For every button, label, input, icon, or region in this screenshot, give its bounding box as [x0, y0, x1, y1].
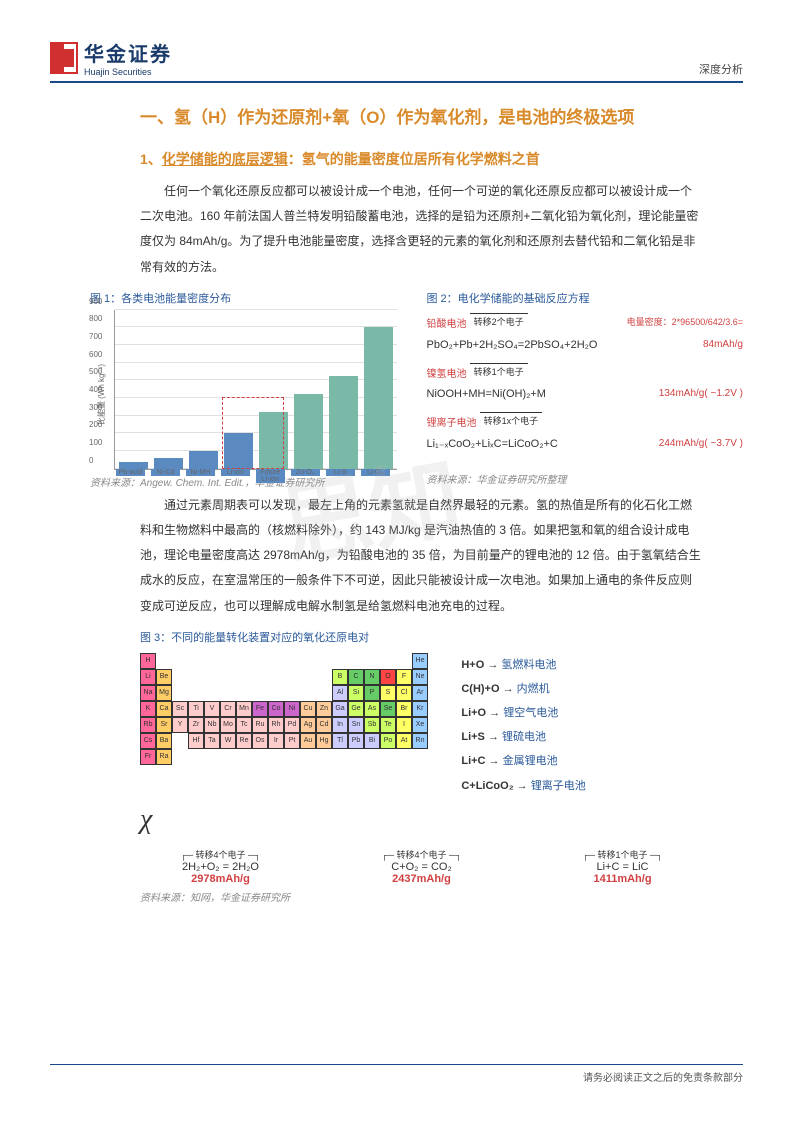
figure-row-1: 图 1：各类电池能量密度分布 比能量 (Wh kg⁻¹) 01002003004… — [90, 290, 743, 489]
page-footer: 请务必阅读正文之后的免责条款部分 — [50, 1064, 743, 1084]
fig2-caption: 图 2：电化学储能的基础反应方程 — [427, 290, 744, 306]
subsection-rest: ：氢气的能量密度位居所有化学燃料之首 — [288, 151, 540, 167]
figure-1: 图 1：各类电池能量密度分布 比能量 (Wh kg⁻¹) 01002003004… — [90, 290, 407, 489]
doc-type: 深度分析 — [699, 61, 743, 77]
logo-mark — [50, 42, 78, 74]
subsection-prefix: 1、 — [140, 151, 162, 167]
fig1-source: 资料来源：Angew. Chem. Int. Edit.，华金证券研究所 — [90, 474, 407, 489]
figure-2: 图 2：电化学储能的基础反应方程 铅酸电池 转移2个电子电量密度：2*96500… — [427, 290, 744, 489]
fig3-pairs: H+O → 氢燃料电池C(H)+O → 内燃机Li+O → 锂空气电池Li+S … — [461, 653, 585, 798]
paragraph-1: 任何一个氧化还原反应都可以被设计成一个电池，任何一个可逆的氧化还原反应都可以被设… — [140, 179, 703, 280]
fig1-chart: 比能量 (Wh kg⁻¹) 01002003004005006007008009… — [114, 310, 397, 470]
page-header: 华金证券 Huajin Securities 深度分析 — [50, 38, 743, 83]
fig3-periodic-table: HHeLiBeBCNOFNeNaMgAlSiPSClArKCaScTiVCrMn… — [140, 653, 428, 765]
company-name-cn: 华金证券 — [84, 38, 172, 67]
chi-symbol: χ — [140, 804, 152, 835]
company-logo: 华金证券 Huajin Securities — [50, 38, 172, 77]
fig3-source: 资料来源：知网，华金证券研究所 — [140, 889, 703, 904]
fig1-caption: 图 1：各类电池能量密度分布 — [90, 290, 407, 306]
figure-3: 图 3：不同的能量转化装置对应的氧化还原电对 HHeLiBeBCNOFNeNaM… — [140, 629, 703, 904]
paragraph-2: 通过元素周期表可以发现，最左上角的元素氢就是自然界最轻的元素。氢的热值是所有的化… — [140, 493, 703, 619]
subsection-title: 1、化学储能的底层逻辑：氢气的能量密度位居所有化学燃料之首 — [140, 149, 743, 169]
company-name-en: Huajin Securities — [84, 67, 172, 77]
subsection-underline: 化学储能的底层逻辑 — [162, 151, 288, 167]
section-title: 一、氢（H）作为还原剂+氧（O）作为氧化剂，是电池的终极选项 — [140, 101, 700, 135]
fig2-equations: 铅酸电池 转移2个电子电量密度：2*96500/642/3.6=PbO₂+Pb+… — [427, 310, 744, 467]
fig3-bottom-equations: ┌─ 转移4个电子 ─┐2H₂+O₂ = 2H₂O2978mAh/g┌─ 转移4… — [140, 848, 703, 885]
fig3-caption: 图 3：不同的能量转化装置对应的氧化还原电对 — [140, 629, 703, 645]
fig2-source: 资料来源：华金证券研究所整理 — [427, 471, 744, 486]
